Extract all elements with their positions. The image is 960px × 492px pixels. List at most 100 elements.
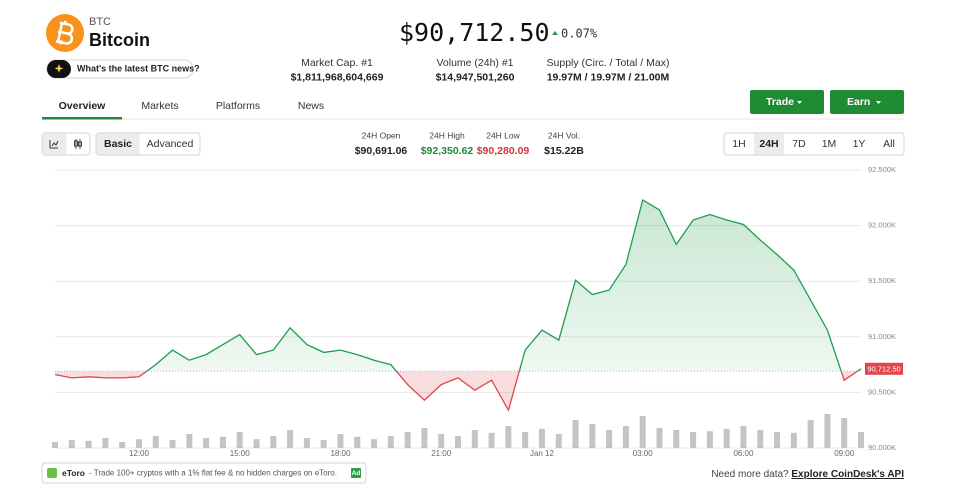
range-active bbox=[754, 133, 784, 155]
volume-bar bbox=[572, 420, 579, 448]
area-above bbox=[55, 200, 861, 372]
tab[interactable]: Overview bbox=[59, 100, 107, 112]
day-stat-label: 24H Open bbox=[362, 130, 401, 140]
volume-bar bbox=[606, 430, 613, 448]
volume-bar bbox=[219, 436, 226, 448]
last-price-tag bbox=[865, 362, 903, 375]
volume-bar bbox=[824, 414, 831, 448]
stat-label: Supply (Circ. / Total / Max) bbox=[547, 57, 670, 69]
tab[interactable]: Platforms bbox=[216, 100, 260, 112]
volume-bar bbox=[253, 439, 260, 448]
volume-bar bbox=[555, 434, 562, 448]
x-tick-label: 15:00 bbox=[230, 449, 251, 458]
price-change: 0.07% bbox=[561, 27, 598, 41]
volume-bar bbox=[858, 432, 864, 448]
volume-bar bbox=[673, 430, 680, 448]
ad-banner[interactable]: eToro - Trade 100+ cryptos with a 1% fla… bbox=[41, 462, 367, 484]
tab[interactable]: News bbox=[298, 100, 324, 112]
news-label: What's the latest BTC news? bbox=[77, 63, 200, 73]
tab-divider bbox=[42, 118, 904, 120]
earn-button[interactable]: Earn bbox=[830, 90, 904, 114]
volume-bar bbox=[152, 436, 159, 448]
volume-bar bbox=[706, 431, 713, 448]
view-active bbox=[96, 133, 140, 155]
volume-bar bbox=[522, 432, 529, 448]
price: $90,712.50 bbox=[399, 18, 550, 47]
volume-bar bbox=[85, 440, 92, 448]
ad-text: - Trade 100+ cryptos with a 1% flat fee … bbox=[89, 469, 337, 478]
day-stat-label: 24H Vol. bbox=[548, 130, 580, 140]
area-below bbox=[55, 371, 858, 411]
last-price-label: 90,712.50 bbox=[867, 364, 900, 373]
view-option[interactable]: Basic bbox=[104, 138, 132, 150]
active-tab-underline bbox=[42, 117, 122, 120]
volume-bar bbox=[471, 430, 478, 448]
day-stat-value: $92,350.62 bbox=[421, 145, 474, 157]
trade-label: Trade bbox=[766, 96, 794, 108]
volume-bar bbox=[337, 434, 344, 448]
day-stat-label: 24H High bbox=[429, 130, 465, 140]
volume-bar bbox=[354, 436, 361, 448]
volume-bar bbox=[538, 428, 545, 448]
y-tick-label: 92.000K bbox=[868, 221, 896, 230]
view-option[interactable]: Advanced bbox=[147, 138, 194, 150]
day-stat-value: $90,280.09 bbox=[477, 145, 530, 157]
volume-bar bbox=[757, 430, 764, 448]
stat-value: 19.97M / 19.97M / 21.00M bbox=[547, 71, 670, 83]
range-option[interactable]: 1H bbox=[732, 138, 745, 150]
stat-label: Market Cap. #1 bbox=[301, 57, 373, 69]
volume-bar bbox=[438, 434, 445, 448]
volume-bar bbox=[723, 428, 730, 448]
range-frame bbox=[723, 132, 905, 156]
day-stat-value: $15.22B bbox=[544, 145, 584, 157]
range-option[interactable]: 1M bbox=[822, 138, 837, 150]
day-stat-label: 24H Low bbox=[486, 130, 520, 140]
chart-type-toggle[interactable] bbox=[41, 132, 91, 156]
volume-bar bbox=[656, 428, 663, 448]
volume-bar bbox=[169, 440, 176, 448]
x-tick-label: 09:00 bbox=[834, 449, 855, 458]
volume-bar bbox=[371, 439, 378, 448]
volume-bar bbox=[774, 432, 781, 448]
range-option[interactable]: 24H bbox=[759, 138, 778, 150]
coin-glyph bbox=[55, 20, 74, 45]
range-option[interactable]: 7D bbox=[792, 138, 806, 150]
volume-bar bbox=[236, 432, 243, 448]
x-tick-label: 03:00 bbox=[633, 449, 654, 458]
price-line-down bbox=[55, 371, 859, 412]
x-tick-label: 21:00 bbox=[431, 449, 452, 458]
day-stat-value: $90,691.06 bbox=[355, 145, 408, 157]
volume-bar bbox=[404, 432, 411, 448]
volume-bar bbox=[68, 440, 75, 448]
volume-bar bbox=[270, 436, 277, 448]
ad-badge: Ad bbox=[352, 470, 361, 477]
volume-bar bbox=[639, 416, 646, 448]
trade-button[interactable]: Trade bbox=[750, 90, 824, 114]
range-option[interactable]: 1Y bbox=[853, 138, 866, 150]
range-option[interactable]: All bbox=[883, 138, 895, 150]
x-tick-label: 12:00 bbox=[129, 449, 150, 458]
coin-name: Bitcoin bbox=[89, 30, 150, 50]
news-button[interactable]: What's the latest BTC news? bbox=[46, 59, 200, 79]
volume-bar bbox=[135, 439, 142, 448]
y-tick-label: 90.500K bbox=[868, 387, 896, 396]
volume-bar bbox=[303, 438, 310, 448]
ad-brand: eToro bbox=[62, 468, 85, 478]
volume-bar bbox=[387, 436, 394, 448]
volume-bar bbox=[455, 436, 461, 448]
volume-bar bbox=[690, 432, 697, 448]
stat-value: $1,811,968,604,669 bbox=[291, 71, 384, 83]
volume-bar bbox=[421, 428, 428, 448]
y-tick-label: 91.000K bbox=[868, 332, 896, 341]
tab[interactable]: Markets bbox=[141, 100, 178, 112]
more-data: Need more data? Explore CoinDesk's API bbox=[711, 469, 904, 480]
api-link[interactable]: Explore CoinDesk's API bbox=[791, 469, 904, 480]
y-tick-label: 91.500K bbox=[868, 276, 896, 285]
x-tick-label: 06:00 bbox=[733, 449, 754, 458]
x-tick-label: 18:00 bbox=[330, 449, 351, 458]
volume-bar bbox=[287, 430, 294, 448]
volume-bar bbox=[119, 442, 126, 448]
price-line-up bbox=[145, 198, 862, 372]
